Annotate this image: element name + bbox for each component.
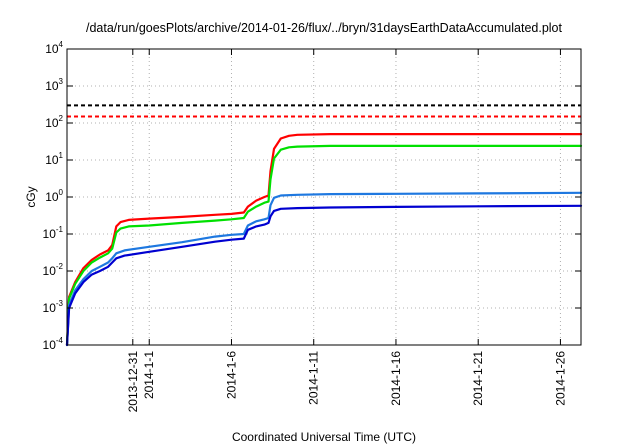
- y-tick-label: 10-1: [43, 225, 64, 241]
- series-line: [65, 144, 583, 347]
- y-tick-label: 100: [45, 188, 63, 204]
- series-line: [65, 191, 583, 347]
- x-tick-label: 2014-1-16: [389, 351, 403, 406]
- series-line: [65, 133, 583, 347]
- y-tick-label: 10-3: [43, 299, 64, 315]
- chart-title: /data/run/goesPlots/archive/2014-01-26/f…: [86, 21, 562, 35]
- x-axis-label: Coordinated Universal Time (UTC): [232, 430, 416, 444]
- grid: [67, 49, 581, 345]
- series-lines: [65, 133, 583, 347]
- series-line: [65, 204, 583, 347]
- threshold-lines: [67, 104, 581, 118]
- y-tick-label: 101: [45, 151, 63, 167]
- x-tick-label: 2014-1-26: [553, 351, 567, 406]
- y-tick-label: 102: [45, 114, 63, 130]
- y-tick-label: 104: [45, 40, 63, 56]
- y-tick-label: 103: [45, 77, 63, 93]
- y-tick-label: 10-2: [43, 262, 64, 278]
- x-tick-label: 2014-1-1: [142, 351, 156, 399]
- y-axis-label: cGy: [24, 186, 38, 207]
- y-tick-label: 10-4: [43, 336, 64, 352]
- x-tick-label: 2013-12-31: [126, 351, 140, 413]
- y-axis: 10-4 10-3 10-2 10-1 100 101 102 103 104: [43, 40, 581, 352]
- x-axis: 2013-12-31 2014-1-1 2014-1-6 2014-1-11 2014-…: [126, 49, 567, 413]
- x-tick-label: 2014-1-21: [471, 351, 485, 406]
- x-tick-label: 2014-1-6: [224, 351, 238, 399]
- x-tick-label: 2014-1-11: [307, 351, 321, 405]
